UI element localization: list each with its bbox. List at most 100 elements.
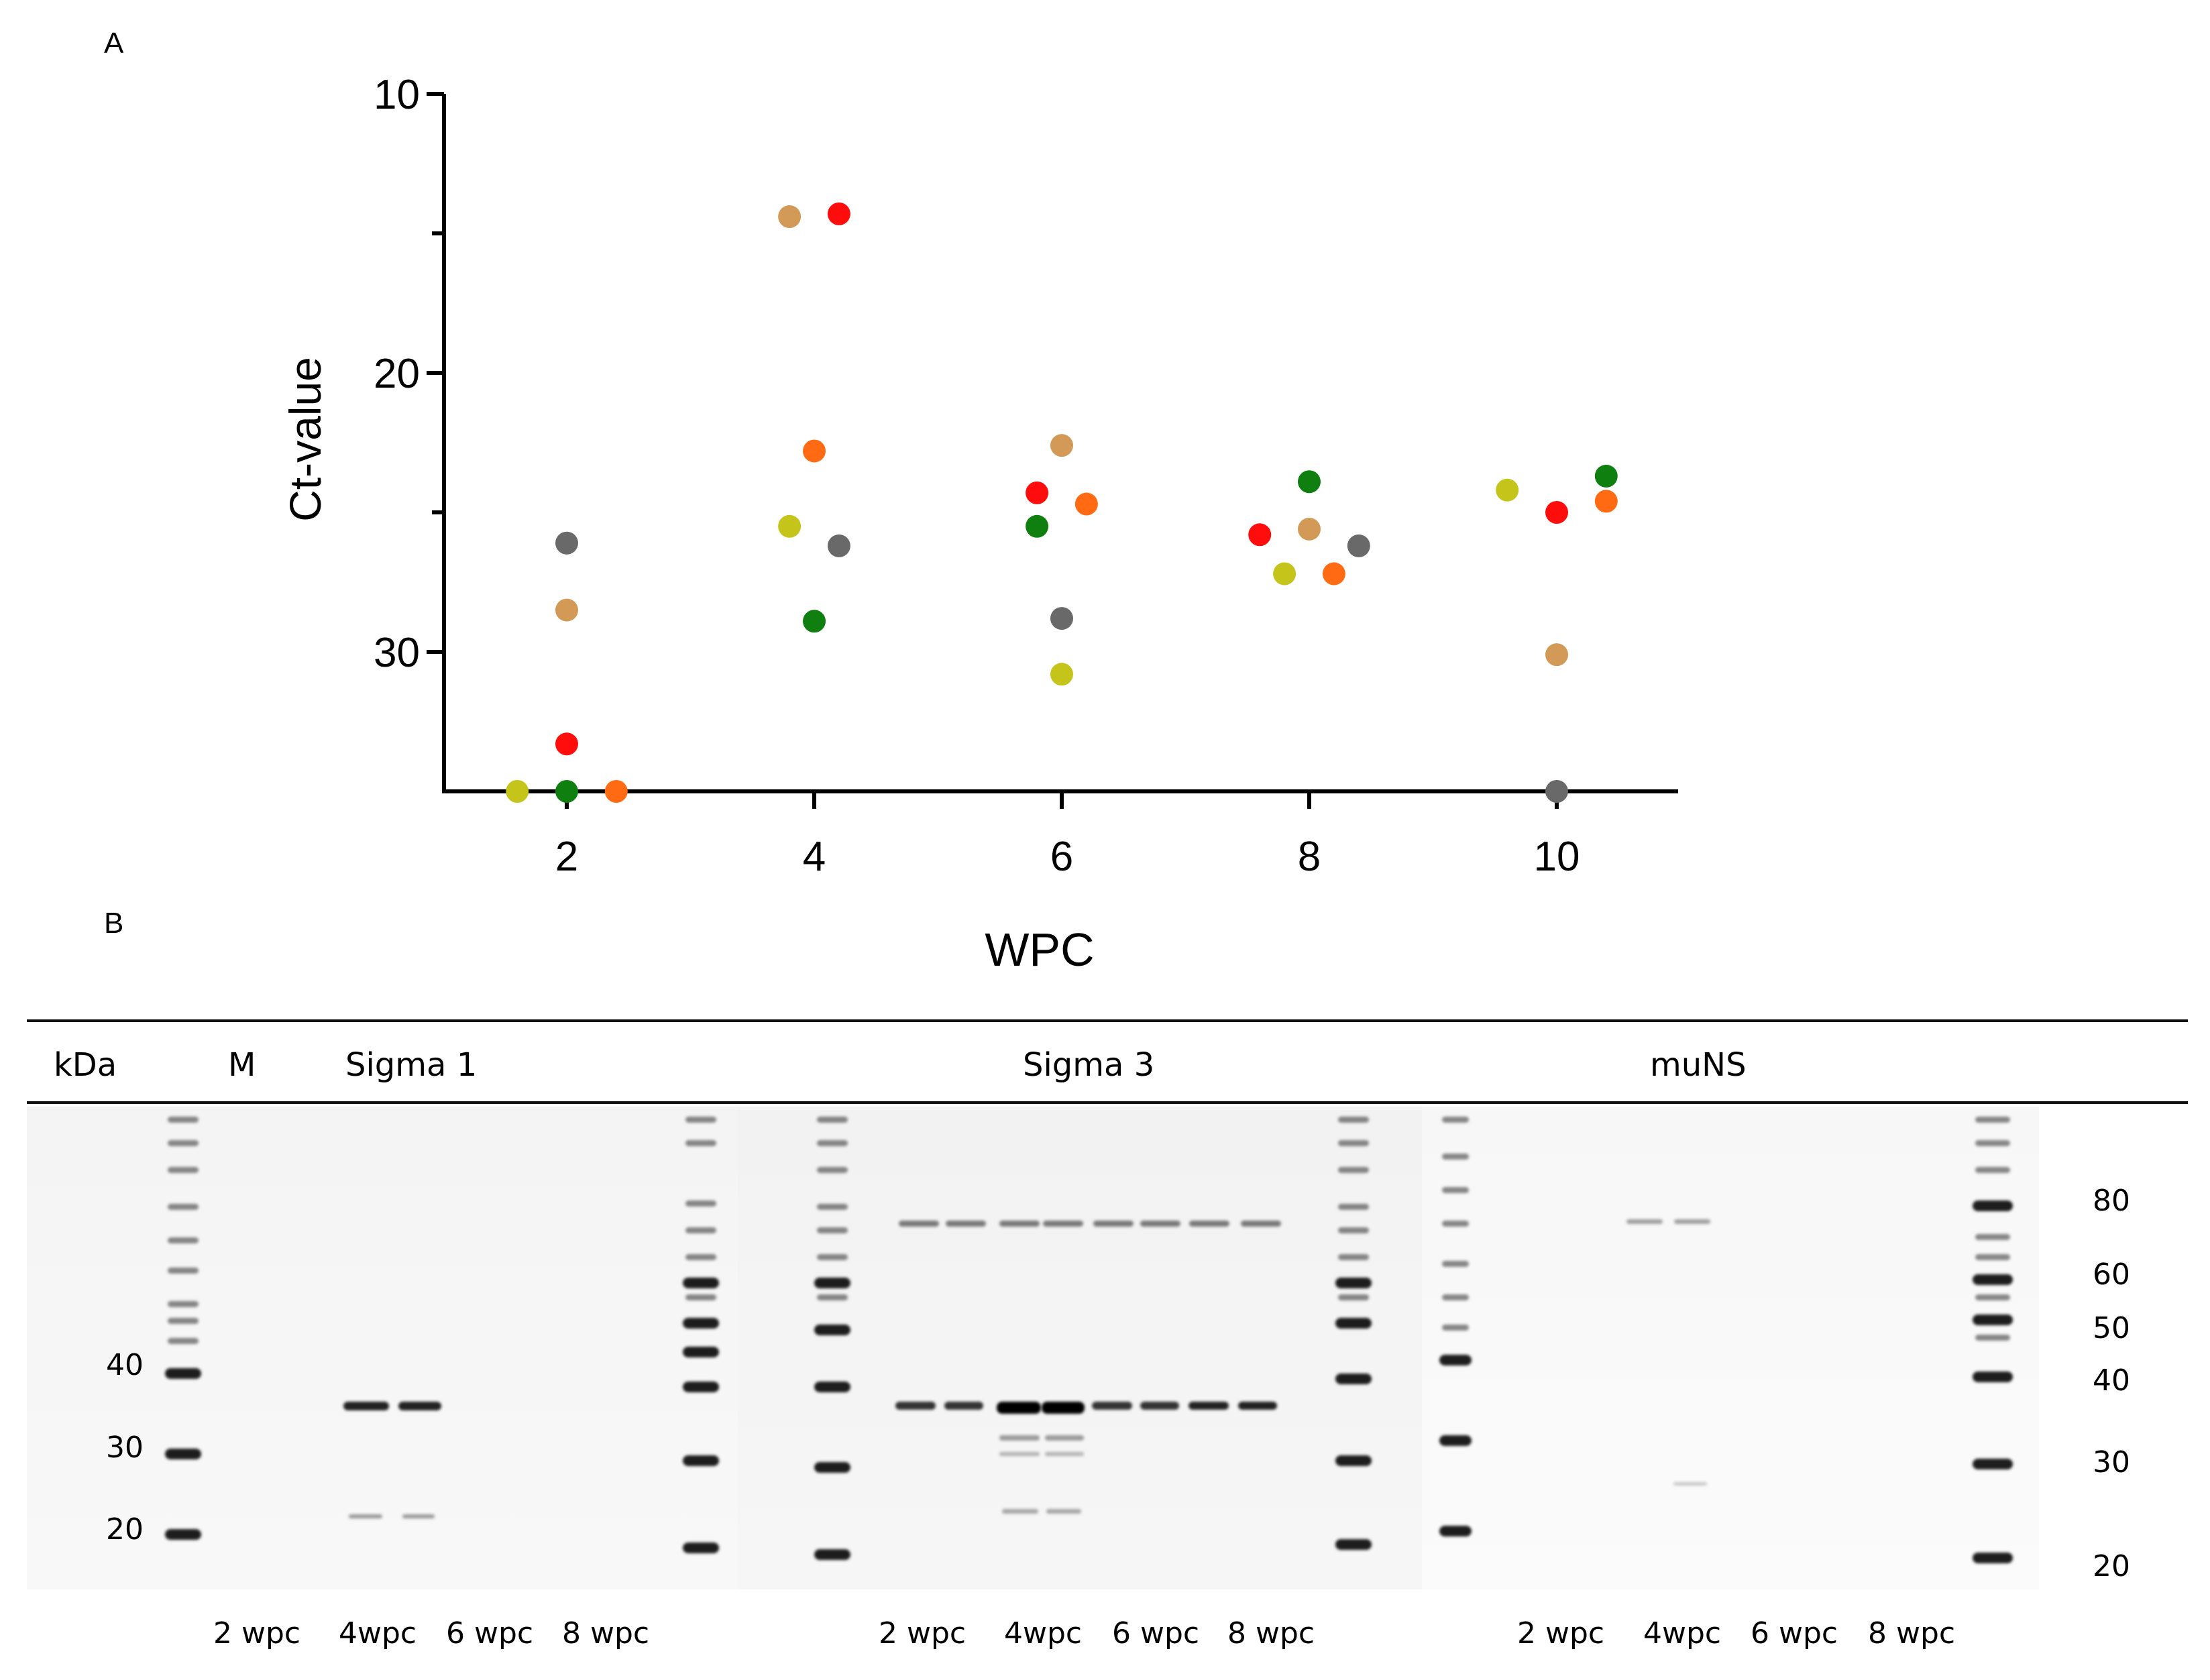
scatter-plot: 10 20 30 2 4 6 8 10 Ct-value WPC — [280, 72, 1678, 976]
ladder-band — [1975, 1234, 2010, 1240]
ladder-band — [685, 1227, 716, 1233]
sigma3-upper-band — [1189, 1221, 1229, 1227]
point-yellow-wpc8 — [1273, 562, 1296, 585]
sigma1-band — [398, 1402, 441, 1410]
ladder-band — [817, 1204, 848, 1210]
ladder-band — [814, 1325, 850, 1335]
sigma3-band — [1140, 1402, 1179, 1410]
ladder-band — [1439, 1435, 1472, 1446]
blot-header-rule — [27, 1101, 2188, 1104]
lane-label-s1-2wpc: 2 wpc — [213, 1616, 301, 1650]
sigma3-band — [997, 1402, 1041, 1414]
ladder-band — [685, 1254, 716, 1260]
ladder-band — [168, 1338, 199, 1344]
point-tan-wpc4 — [778, 205, 802, 229]
ladder-band — [1973, 1553, 2013, 1563]
plot-ticks: 10 20 30 2 4 6 8 10 — [374, 72, 1580, 880]
ladder-band — [817, 1117, 848, 1123]
lane-label-s3-2wpc: 2 wpc — [879, 1616, 966, 1650]
ladder-band — [168, 1301, 199, 1307]
ladder-band — [1338, 1294, 1369, 1300]
ladder-band — [1975, 1117, 2010, 1123]
point-tan-wpc10 — [1545, 643, 1568, 667]
ladder-band — [168, 1167, 199, 1173]
ladder-band — [1338, 1204, 1369, 1210]
sigma3-band — [1238, 1402, 1277, 1410]
sigma3-band — [1042, 1402, 1085, 1414]
lane-label-s1-6wpc: 6 wpc — [446, 1616, 534, 1650]
kda-right-30: 30 — [2093, 1445, 2130, 1479]
ladder-band — [1439, 1526, 1472, 1536]
muns-band — [1626, 1219, 1663, 1224]
lane-label-muns-6wpc: 6 wpc — [1751, 1616, 1838, 1650]
header-muns: muNS — [1650, 1046, 1747, 1084]
ladder-band — [165, 1368, 201, 1379]
point-yellow-wpc2 — [506, 780, 529, 803]
ladder-band — [1973, 1200, 2013, 1211]
kda-right-20: 20 — [2093, 1549, 2130, 1583]
ladder-band — [1442, 1294, 1469, 1300]
point-green-wpc10 — [1594, 464, 1618, 488]
point-yellow-wpc10 — [1496, 478, 1519, 502]
ladder-band — [1975, 1167, 2010, 1173]
x-tick-label: 2 — [555, 834, 578, 880]
ladder-band — [1975, 1335, 2010, 1341]
panel-label-b: B — [104, 907, 124, 940]
point-tan-wpc2 — [555, 598, 578, 622]
header-sigma1: Sigma 1 — [345, 1046, 478, 1084]
ladder-band — [168, 1318, 199, 1324]
x-tick-label: 6 — [1050, 834, 1073, 880]
muns-band — [1674, 1219, 1710, 1224]
ladder-band — [1973, 1314, 2013, 1325]
ladder-band — [817, 1294, 848, 1300]
sigma3-upper-band — [1140, 1221, 1180, 1227]
point-red-wpc4 — [827, 202, 850, 225]
point-yellow-wpc6 — [1050, 663, 1073, 686]
sigma3-upper-band — [899, 1221, 939, 1227]
point-grey-wpc2 — [555, 531, 578, 555]
sigma3-smear — [1002, 1509, 1038, 1514]
ladder-band — [683, 1543, 719, 1553]
header-marker: M — [228, 1046, 256, 1084]
sigma3-smear — [999, 1435, 1040, 1441]
ladder-band — [1335, 1374, 1372, 1384]
point-grey-wpc6 — [1050, 607, 1073, 630]
ladder-band — [685, 1117, 716, 1123]
ladder-band — [165, 1529, 201, 1540]
point-green-wpc6 — [1026, 514, 1049, 538]
sigma3-upper-band — [1241, 1221, 1281, 1227]
ladder-band — [1442, 1117, 1469, 1123]
ladder-band — [1335, 1539, 1372, 1550]
point-orange-wpc4 — [803, 439, 826, 463]
ladder-band — [1442, 1187, 1469, 1193]
ladder-band — [1338, 1117, 1369, 1123]
point-green-wpc4 — [803, 610, 826, 633]
ladder-band — [683, 1347, 719, 1357]
ladder-band — [817, 1140, 848, 1146]
ladder-band — [1335, 1278, 1372, 1288]
ladder-band — [1973, 1459, 2013, 1469]
kda-right-60: 60 — [2093, 1257, 2130, 1292]
ladder-band — [168, 1117, 199, 1123]
ladder-band — [814, 1382, 850, 1392]
sigma3-smear — [999, 1452, 1040, 1456]
y-tick-label: 10 — [374, 72, 420, 118]
sigma3-smear — [1045, 1452, 1084, 1456]
ladder-band — [1973, 1274, 2013, 1285]
kda-right-50: 50 — [2093, 1311, 2130, 1345]
ladder-band — [1335, 1455, 1372, 1466]
lane-label-s3-6wpc: 6 wpc — [1112, 1616, 1200, 1650]
point-tan-wpc8 — [1298, 517, 1321, 541]
plot-points — [506, 202, 1618, 803]
lane-label-muns-2wpc: 2 wpc — [1517, 1616, 1605, 1650]
point-grey-wpc4 — [827, 534, 850, 557]
ladder-band — [1442, 1261, 1469, 1267]
x-axis-label: WPC — [985, 923, 1094, 976]
kda-right-40: 40 — [2093, 1363, 2130, 1398]
sigma3-smear — [1045, 1435, 1084, 1441]
panel-label-a: A — [104, 27, 124, 60]
gel-sigma3 — [738, 1107, 1422, 1589]
kda-left-20: 20 — [106, 1512, 144, 1547]
point-red-wpc10 — [1545, 501, 1568, 524]
point-green-wpc2 — [555, 780, 578, 803]
